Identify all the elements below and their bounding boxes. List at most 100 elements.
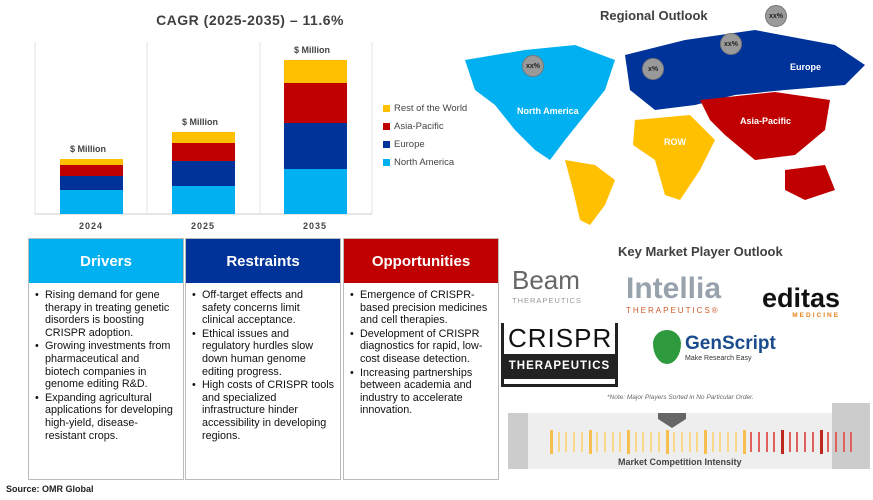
intensity-tick: [757, 432, 760, 452]
map-australia: [785, 165, 835, 200]
legend-label: North America: [394, 157, 455, 168]
intensity-tick: [588, 430, 592, 454]
bar-north-america-2025: [172, 186, 235, 214]
box-item: Emergence of CRISPR-based precision medi…: [350, 289, 492, 327]
map-label-europe: Europe: [790, 62, 822, 72]
source-text: Source: OMR Global: [6, 484, 94, 494]
bar-europe-2025: [172, 161, 235, 186]
intensity-label: Market Competition Intensity: [618, 457, 742, 467]
intensity-tick: [827, 432, 830, 452]
intensity-tick: [750, 432, 753, 452]
intellia-sub: THERAPEUTICS®: [626, 306, 720, 315]
bar-rest-of-the-world-2025: [172, 132, 235, 143]
intensity-tick: [665, 430, 669, 454]
x-tick-label: 2035: [303, 221, 327, 231]
intensity-tick: [657, 432, 660, 452]
bar-rest-of-the-world-2035: [284, 60, 347, 83]
competition-intensity-scale: Market Competition Intensity: [508, 403, 870, 469]
map-north-america: [465, 45, 615, 160]
legend-swatch: [383, 105, 390, 112]
intensity-tick: [811, 432, 814, 452]
beam-logo: Beam THERAPEUTICS: [512, 265, 607, 305]
map-africa: [633, 115, 715, 200]
legend-swatch: [383, 159, 390, 166]
genscript-name: GenScript: [685, 332, 776, 354]
intensity-tick: [781, 430, 784, 454]
map-label-asia-pacific: Asia-Pacific: [740, 116, 792, 126]
map-label-north-america: North America: [517, 106, 579, 116]
legend-item: Rest of the World: [383, 103, 467, 114]
box-restraints: Restraints Off-target effects and safety …: [185, 238, 341, 480]
legend-item: Asia-Pacific: [383, 121, 444, 132]
intensity-tick: [619, 432, 622, 452]
intensity-tick: [642, 432, 645, 452]
intensity-tick: [603, 432, 606, 452]
intensity-tick: [557, 432, 560, 452]
intensity-tick: [804, 432, 807, 452]
bar-europe-2024: [60, 176, 123, 190]
data-label: $ Million: [70, 144, 106, 154]
legend-swatch: [383, 141, 390, 148]
intensity-tick: [596, 432, 599, 452]
stacked-bar-chart: $ Million 2024 $ Million 2025 $ Million 2035: [34, 42, 373, 231]
intensity-tick: [550, 430, 553, 454]
box-item: Expanding agricultural applications for …: [35, 392, 177, 442]
intensity-tick: [580, 432, 583, 452]
bar-north-america-2035: [284, 169, 347, 214]
bar-asia-pacific-2035: [284, 83, 347, 123]
intensity-tick: [788, 432, 791, 452]
box-title: Restraints: [186, 239, 340, 283]
intensity-tick: [719, 432, 722, 452]
players-note: *Note: Major Players Sorted in No Partic…: [607, 394, 754, 401]
intensity-tick: [850, 432, 853, 452]
chart-title: CAGR (2025-2035) – 11.6%: [156, 12, 344, 28]
intensity-tick: [773, 432, 776, 452]
legend-item: Europe: [383, 139, 425, 150]
editas-sub: MEDICINE: [792, 312, 841, 319]
intensity-tick: [842, 432, 845, 452]
box-item: Off-target effects and safety concerns l…: [192, 289, 334, 327]
beam-name: Beam: [512, 265, 580, 295]
intensity-tick: [611, 432, 614, 452]
legend-item: North America: [383, 157, 454, 168]
genscript-sub: Make Research Easy: [685, 354, 752, 362]
crispr-logo: CRISPR THERAPEUTICS: [501, 323, 618, 387]
crispr-sub: THERAPEUTICS: [504, 354, 615, 379]
box-opportunities: Opportunities Emergence of CRISPR-based p…: [343, 238, 499, 480]
box-item: High costs of CRISPR tools and specializ…: [192, 379, 334, 442]
crispr-name: CRISPR: [508, 323, 613, 353]
data-label: $ Million: [182, 117, 218, 127]
intensity-tick: [742, 430, 746, 454]
intensity-tick: [734, 432, 737, 452]
intensity-tick: [688, 432, 691, 452]
box-title: Opportunities: [344, 239, 498, 283]
intensity-tick: [696, 432, 699, 452]
x-tick-label: 2024: [79, 221, 103, 231]
bar-asia-pacific-2024: [60, 165, 123, 176]
legend-label: Asia-Pacific: [394, 121, 444, 132]
intellia-name: Intellia: [626, 272, 722, 305]
box-item: Growing investments from pharmaceutical …: [35, 340, 177, 390]
map-pin-europe: xx%: [765, 5, 787, 27]
intensity-tick: [673, 432, 676, 452]
map-title: Regional Outlook: [600, 8, 708, 23]
box-item: Increasing partnerships between academia…: [350, 367, 492, 417]
intensity-tick: [704, 430, 707, 454]
editas-logo: editas MEDICINE: [762, 284, 840, 319]
bar-rest-of-the-world-2024: [60, 159, 123, 165]
map-pin-north-america: xx%: [522, 55, 544, 77]
intensity-tick: [796, 432, 799, 452]
bar-asia-pacific-2025: [172, 143, 235, 161]
intensity-tick: [634, 432, 637, 452]
intensity-tick: [627, 430, 630, 454]
genscript-drop-icon: [653, 330, 681, 364]
intensity-tick: [565, 432, 568, 452]
box-title: Drivers: [29, 239, 183, 283]
editas-name: editas: [762, 283, 841, 313]
intensity-tick: [711, 432, 714, 452]
bar-north-america-2024: [60, 190, 123, 214]
intensity-tick: [819, 430, 823, 454]
legend-swatch: [383, 123, 390, 130]
data-label: $ Million: [294, 45, 330, 55]
map-europe: [625, 30, 865, 110]
